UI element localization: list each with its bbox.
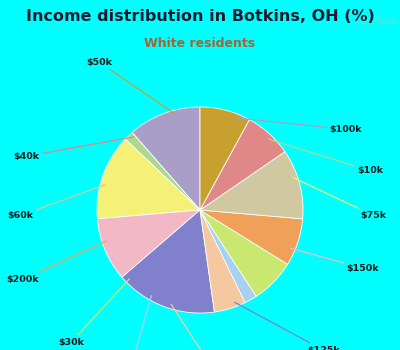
- Text: $100k: $100k: [235, 118, 362, 134]
- Text: $125k: $125k: [235, 302, 340, 350]
- Text: > $200k: > $200k: [109, 296, 152, 350]
- Wedge shape: [97, 210, 200, 277]
- Wedge shape: [200, 120, 285, 210]
- Wedge shape: [97, 139, 200, 219]
- Text: $200k: $200k: [7, 241, 106, 284]
- Wedge shape: [200, 210, 245, 312]
- Text: Income distribution in Botkins, OH (%): Income distribution in Botkins, OH (%): [26, 9, 374, 24]
- Wedge shape: [200, 210, 256, 303]
- Text: $30k: $30k: [58, 279, 130, 346]
- Text: $75k: $75k: [293, 177, 387, 220]
- Text: $150k: $150k: [291, 248, 379, 273]
- Text: $40k: $40k: [13, 137, 134, 161]
- Wedge shape: [132, 107, 200, 210]
- Wedge shape: [125, 132, 200, 210]
- Text: $10k: $10k: [268, 139, 383, 175]
- Wedge shape: [200, 210, 303, 264]
- Text: $50k: $50k: [86, 58, 176, 114]
- Wedge shape: [122, 210, 214, 313]
- Text: City-Data.com: City-Data.com: [354, 18, 400, 26]
- Wedge shape: [200, 210, 288, 296]
- Wedge shape: [200, 152, 303, 219]
- Text: $60k: $60k: [8, 185, 105, 220]
- Wedge shape: [200, 107, 250, 210]
- Text: $20k: $20k: [171, 304, 236, 350]
- Text: White residents: White residents: [144, 37, 256, 50]
